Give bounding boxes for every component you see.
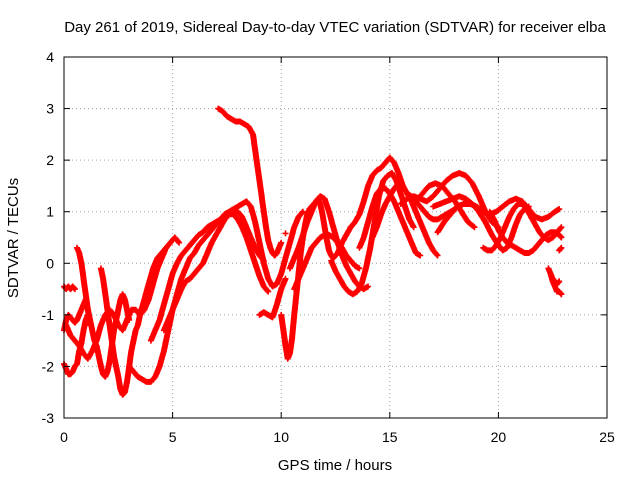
data-series [61,105,565,398]
data-markers [256,275,289,321]
chart-title: Day 261 of 2019, Sidereal Day-to-day VTE… [64,19,606,36]
data-markers [126,198,306,385]
x-tick-label: 25 [599,429,615,445]
data-markers [356,185,424,259]
y-tick-label: 4 [46,49,54,65]
grid [64,57,607,418]
series-arc-7 [126,198,306,385]
y-tick-label: -1 [42,307,55,323]
data-markers [430,193,532,254]
series-arc-9 [160,211,272,334]
x-axis-label: GPS time / hours [278,457,392,474]
x-tick-label: 10 [273,429,289,445]
data-markers [282,230,289,237]
data-markers [291,231,363,293]
series-arc-18 [356,185,424,259]
x-tick-label: 0 [60,429,68,445]
plot-frame [63,56,608,419]
axis-ticks: 0 5 10 15 20 25 -3 -2 -1 0 1 2 3 4 [42,49,615,445]
y-tick-label: 1 [46,204,54,220]
series-arc-25 [486,208,565,256]
data-markers [215,105,285,259]
data-markers [160,211,272,334]
x-tick-label: 15 [382,429,398,445]
series-arc-15 [291,231,363,293]
x-tick-label: 5 [169,429,177,445]
series-arc-22 [430,193,532,254]
y-tick-label: 3 [46,101,54,117]
x-tick-label: 20 [491,429,507,445]
data-markers [547,270,563,287]
series-arc-11 [256,275,289,321]
y-tick-label: 0 [46,255,54,271]
series-arc-13 [282,230,289,237]
y-axis-label: SDTVAR / TECUs [5,178,22,298]
y-tick-label: 2 [46,152,54,168]
series-arc-28 [556,244,565,254]
series-arc-27 [547,270,563,287]
y-tick-label: -3 [42,410,55,426]
data-markers [486,208,565,256]
data-markers [556,244,565,254]
series-arc-10 [215,105,285,259]
y-tick-label: -2 [42,358,55,374]
